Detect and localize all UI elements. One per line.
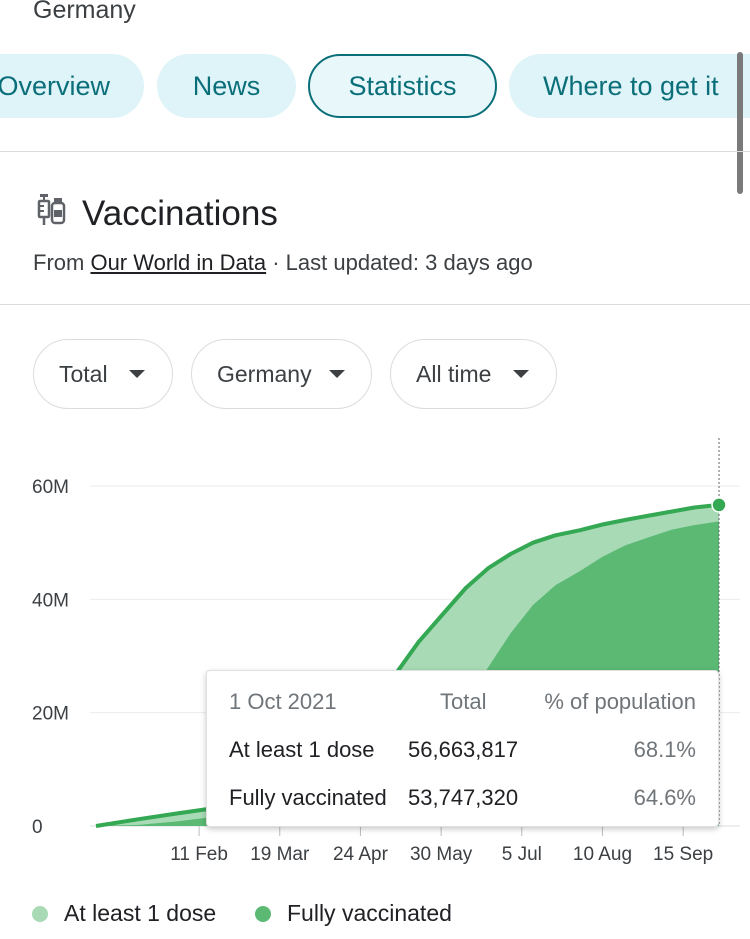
scrollbar[interactable] xyxy=(737,52,743,194)
legend-item-at-least-one-dose[interactable]: At least 1 dose xyxy=(32,900,216,927)
tab-overview[interactable]: Overview xyxy=(0,54,144,118)
tooltip-row-total: 53,747,320 xyxy=(408,785,519,810)
y-tick-label: 60M xyxy=(32,477,69,498)
y-tick-label: 20M xyxy=(32,704,69,725)
tooltip-col-total: Total xyxy=(440,689,487,714)
tooltip-row-label: At least 1 dose xyxy=(229,737,375,762)
chart-tooltip: 1 Oct 2021 Total % of population At leas… xyxy=(206,670,719,827)
filter-timerange-label: All time xyxy=(416,360,492,387)
legend-label: At least 1 dose xyxy=(64,900,217,926)
chart-y-axis: 0 20M 40M 60M xyxy=(32,477,69,838)
country-name: Germany xyxy=(33,0,136,24)
x-tick-label: 10 Aug xyxy=(573,844,632,865)
filter-location-dropdown[interactable]: Germany xyxy=(191,339,372,409)
legend-label: Fully vaccinated xyxy=(287,900,452,926)
chevron-down-icon xyxy=(129,370,145,378)
legend-swatch xyxy=(32,905,48,922)
chevron-down-icon xyxy=(329,370,345,378)
filter-timerange-dropdown[interactable]: All time xyxy=(390,339,557,409)
filter-metric-label: Total xyxy=(59,360,108,387)
filter-location-label: Germany xyxy=(217,360,312,387)
divider xyxy=(0,304,750,305)
hover-point xyxy=(711,497,727,513)
x-tick-label: 15 Sep xyxy=(653,844,713,865)
tooltip-date: 1 Oct 2021 xyxy=(229,689,337,714)
legend-swatch xyxy=(255,905,271,922)
tab-statistics[interactable]: Statistics xyxy=(308,54,497,118)
source-line: From Our World in Data · Last updated: 3… xyxy=(33,250,533,276)
legend-item-fully-vaccinated[interactable]: Fully vaccinated xyxy=(255,900,452,927)
tooltip-row-label: Fully vaccinated xyxy=(229,785,387,810)
vaccine-icon xyxy=(37,194,66,225)
chart-x-axis: 11 Feb 19 Mar 24 Apr 30 May 5 Jul 10 Aug 15 Se… xyxy=(170,826,713,865)
tooltip-col-pct: % of population xyxy=(544,689,696,714)
tooltip-row-pct: 68.1% xyxy=(633,737,696,762)
x-tick-label: 30 May xyxy=(410,844,473,865)
divider xyxy=(0,151,750,152)
last-updated: · Last updated: 3 days ago xyxy=(272,250,533,275)
chevron-down-icon xyxy=(513,370,529,378)
filter-metric-dropdown[interactable]: Total xyxy=(33,339,173,409)
source-link[interactable]: Our World in Data xyxy=(90,250,267,275)
y-tick-label: 40M xyxy=(32,590,69,611)
tooltip-row-pct: 64.6% xyxy=(633,785,696,810)
tab-where-to-get-it[interactable]: Where to get it xyxy=(509,54,750,118)
x-tick-label: 5 Jul xyxy=(502,844,542,865)
tab-news[interactable]: News xyxy=(157,54,296,118)
x-tick-label: 19 Mar xyxy=(250,844,310,865)
source-prefix: From xyxy=(33,250,85,275)
section-title: Vaccinations xyxy=(82,194,278,233)
y-tick-label: 0 xyxy=(32,817,43,838)
x-tick-label: 24 Apr xyxy=(333,844,389,865)
x-tick-label: 11 Feb xyxy=(170,844,228,865)
tab-bar: Overview News Statistics Where to get it xyxy=(0,54,750,118)
tooltip-row-total: 56,663,817 xyxy=(408,737,519,762)
